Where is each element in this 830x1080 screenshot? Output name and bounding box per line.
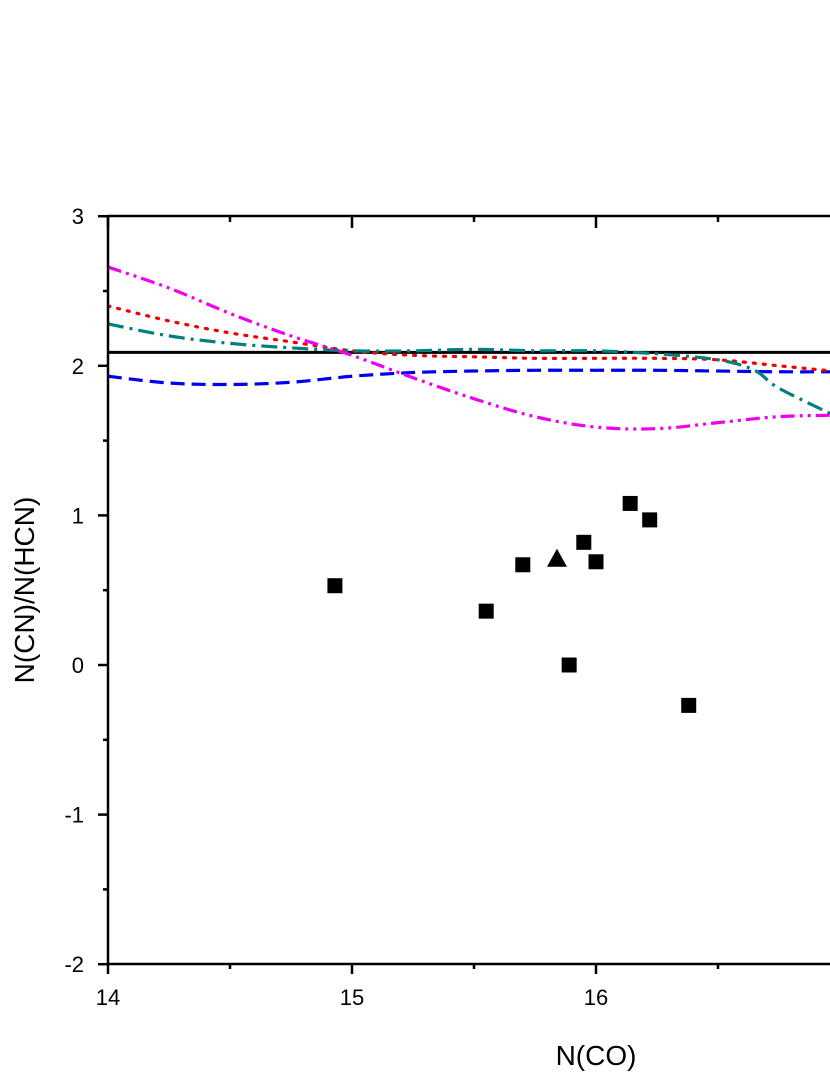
data-point-square — [561, 657, 577, 673]
data-point-square — [588, 554, 604, 570]
axes-layer — [106, 214, 830, 966]
series-line-4-dash-dot — [108, 322, 830, 416]
y-tick-label: 1 — [72, 503, 84, 528]
series-line-3-dotted — [108, 304, 830, 373]
data-point-triangle — [546, 548, 567, 567]
series-layer — [108, 265, 830, 431]
tick-layer: -2-101231415161 — [64, 204, 720, 1010]
y-tick-label: 0 — [72, 653, 84, 678]
x-tick-label: 15 — [340, 985, 364, 1010]
data-point-square — [327, 578, 343, 594]
x-tick-label: 16 — [584, 985, 608, 1010]
data-point-square — [515, 557, 531, 573]
x-tick-label: 14 — [96, 985, 120, 1010]
series-line-2-dashed — [108, 368, 830, 387]
marker-layer — [327, 495, 697, 713]
data-point-square — [681, 697, 697, 713]
y-tick-label: 3 — [72, 204, 84, 229]
series-line-5-dash-dot-dot — [108, 265, 830, 431]
y-tick-label: -1 — [64, 803, 84, 828]
y-axis-title: N(CN)/N(HCN) — [9, 497, 40, 684]
y-tick-label: -2 — [64, 952, 84, 977]
data-point-square — [642, 512, 658, 528]
data-point-square — [576, 534, 592, 550]
data-point-square — [622, 495, 638, 511]
x-axis-title: N(CO) — [556, 1040, 637, 1071]
data-point-square — [478, 603, 494, 619]
y-tick-label: 2 — [72, 354, 84, 379]
